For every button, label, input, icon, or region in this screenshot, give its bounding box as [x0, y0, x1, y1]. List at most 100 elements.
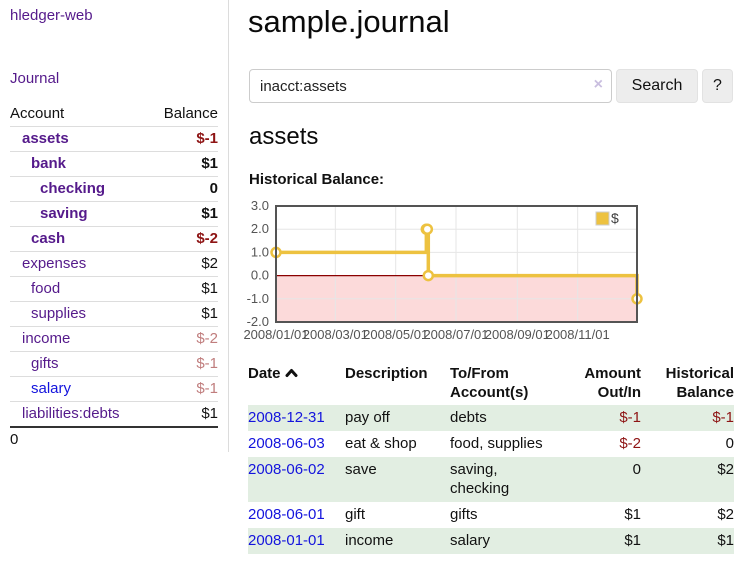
- historical-balance-label: Historical Balance:: [249, 171, 385, 188]
- transaction-amount: $-1: [619, 409, 641, 426]
- register-row: 2008-12-31 pay off debts $-1 $-1: [248, 405, 734, 431]
- transaction-accounts: gifts: [450, 506, 478, 523]
- account-row: expenses $2: [10, 251, 218, 276]
- transaction-balance: $2: [717, 506, 734, 523]
- clear-search-icon[interactable]: ×: [593, 76, 603, 93]
- svg-text:1.0: 1.0: [251, 244, 269, 259]
- account-balance: $-2: [196, 230, 218, 247]
- search-input[interactable]: [249, 69, 612, 103]
- search-bar: × Search ?: [249, 69, 733, 103]
- help-button[interactable]: ?: [702, 69, 733, 103]
- svg-text:2008/09/01: 2008/09/01: [485, 327, 550, 342]
- app-brand-link[interactable]: hledger-web: [10, 7, 93, 24]
- transaction-date-link[interactable]: 2008-12-31: [248, 409, 325, 426]
- account-balance: $1: [201, 155, 218, 172]
- account-balance: $1: [201, 305, 218, 322]
- account-balance: $-1: [196, 130, 218, 147]
- svg-text:2008/01/01: 2008/01/01: [243, 327, 308, 342]
- search-button[interactable]: Search: [616, 69, 698, 103]
- account-row: supplies $1: [10, 301, 218, 326]
- register-row: 2008-06-02 save saving, checking 0 $2: [248, 457, 734, 502]
- transaction-description: income: [345, 532, 394, 549]
- transaction-balance: $2: [717, 461, 734, 478]
- svg-text:2008/07/01: 2008/07/01: [423, 327, 488, 342]
- account-link-salary[interactable]: salary: [31, 380, 72, 397]
- transaction-date-link[interactable]: 2008-06-01: [248, 506, 325, 523]
- account-balance: $-1: [196, 380, 218, 397]
- register-header-amount: Amount Out/In: [584, 365, 641, 401]
- transaction-description: gift: [345, 506, 366, 523]
- accounts-total-row: 0: [10, 426, 218, 452]
- transaction-balance: 0: [725, 435, 734, 452]
- account-link-supplies[interactable]: supplies: [31, 305, 87, 322]
- register-header-row: Date Description To/From Account(s) Amou…: [248, 362, 734, 405]
- register-table: Date Description To/From Account(s) Amou…: [248, 362, 734, 554]
- account-row: income $-2: [10, 326, 218, 351]
- svg-text:-1.0: -1.0: [247, 291, 269, 306]
- transaction-amount: 0: [632, 461, 641, 478]
- account-row: bank $1: [10, 151, 218, 176]
- search-input-wrap: ×: [249, 69, 612, 103]
- account-row: saving $1: [10, 201, 218, 226]
- accounts-table-header: Account Balance: [10, 102, 218, 126]
- transaction-description: pay off: [345, 409, 390, 426]
- svg-text:-2.0: -2.0: [247, 314, 269, 329]
- account-row: checking 0: [10, 176, 218, 201]
- sidebar-item-journal[interactable]: Journal: [10, 70, 60, 87]
- accounts-table: Account Balance assets $-1 bank $1 check…: [10, 102, 218, 452]
- account-row: assets $-1: [10, 126, 218, 151]
- account-link-assets[interactable]: assets: [22, 130, 69, 147]
- transaction-date-link[interactable]: 2008-06-02: [248, 461, 325, 478]
- register-header-description: Description: [345, 365, 428, 382]
- svg-text:2008/11/01: 2008/11/01: [546, 327, 610, 342]
- register-header-date[interactable]: Date: [248, 362, 345, 405]
- transaction-accounts: debts: [450, 409, 487, 426]
- sort-ascending-icon: [285, 365, 298, 384]
- svg-text:3.0: 3.0: [251, 198, 269, 213]
- account-link-cash[interactable]: cash: [31, 230, 66, 247]
- account-link-saving[interactable]: saving: [40, 205, 88, 222]
- account-link-income[interactable]: income: [22, 330, 71, 347]
- account-link-gifts[interactable]: gifts: [31, 355, 59, 372]
- register-header-balance: Historical Balance: [665, 365, 734, 401]
- account-link-food[interactable]: food: [31, 280, 61, 297]
- register-row: 2008-06-03 eat & shop food, supplies $-2…: [248, 431, 734, 457]
- sidebar: hledger-web Journal Account Balance asse…: [0, 0, 229, 452]
- account-link-bank[interactable]: bank: [31, 155, 67, 172]
- transaction-description: eat & shop: [345, 435, 417, 452]
- transaction-date-link[interactable]: 2008-01-01: [248, 532, 325, 549]
- svg-text:0.0: 0.0: [251, 268, 269, 283]
- transaction-date-link[interactable]: 2008-06-03: [248, 435, 325, 452]
- account-link-liabilities-debts[interactable]: liabilities:debts: [22, 405, 120, 422]
- account-balance: $1: [201, 280, 218, 297]
- svg-text:$: $: [611, 210, 619, 226]
- account-balance: 0: [209, 180, 218, 197]
- transaction-amount: $-2: [619, 435, 641, 452]
- svg-text:2008/03/01: 2008/03/01: [303, 327, 368, 342]
- transaction-accounts: saving, checking: [450, 461, 510, 497]
- page-title: sample.journal: [248, 4, 450, 39]
- account-link-checking[interactable]: checking: [40, 180, 106, 197]
- accounts-header-balance: Balance: [163, 105, 218, 122]
- transaction-amount: $1: [624, 532, 641, 549]
- accounts-total-balance: 0: [10, 431, 19, 448]
- accounts-header-account: Account: [10, 105, 65, 122]
- account-row: gifts $-1: [10, 351, 218, 376]
- account-row: food $1: [10, 276, 218, 301]
- register-row: 2008-06-01 gift gifts $1 $2: [248, 502, 734, 528]
- svg-text:2008/05/01: 2008/05/01: [363, 327, 428, 342]
- account-balance: $-1: [196, 355, 218, 372]
- account-row: liabilities:debts $1: [10, 401, 218, 426]
- svg-text:2.0: 2.0: [251, 221, 269, 236]
- account-balance: $2: [201, 255, 218, 272]
- transaction-amount: $1: [624, 506, 641, 523]
- account-balance: $1: [201, 205, 218, 222]
- account-heading: assets: [249, 123, 319, 150]
- account-balance: $-2: [196, 330, 218, 347]
- account-link-expenses[interactable]: expenses: [22, 255, 87, 272]
- transaction-accounts: food, supplies: [450, 435, 543, 452]
- account-row: cash $-2: [10, 226, 218, 251]
- transaction-description: save: [345, 461, 377, 478]
- account-row: salary $-1: [10, 376, 218, 401]
- register-row: 2008-01-01 income salary $1 $1: [248, 528, 734, 554]
